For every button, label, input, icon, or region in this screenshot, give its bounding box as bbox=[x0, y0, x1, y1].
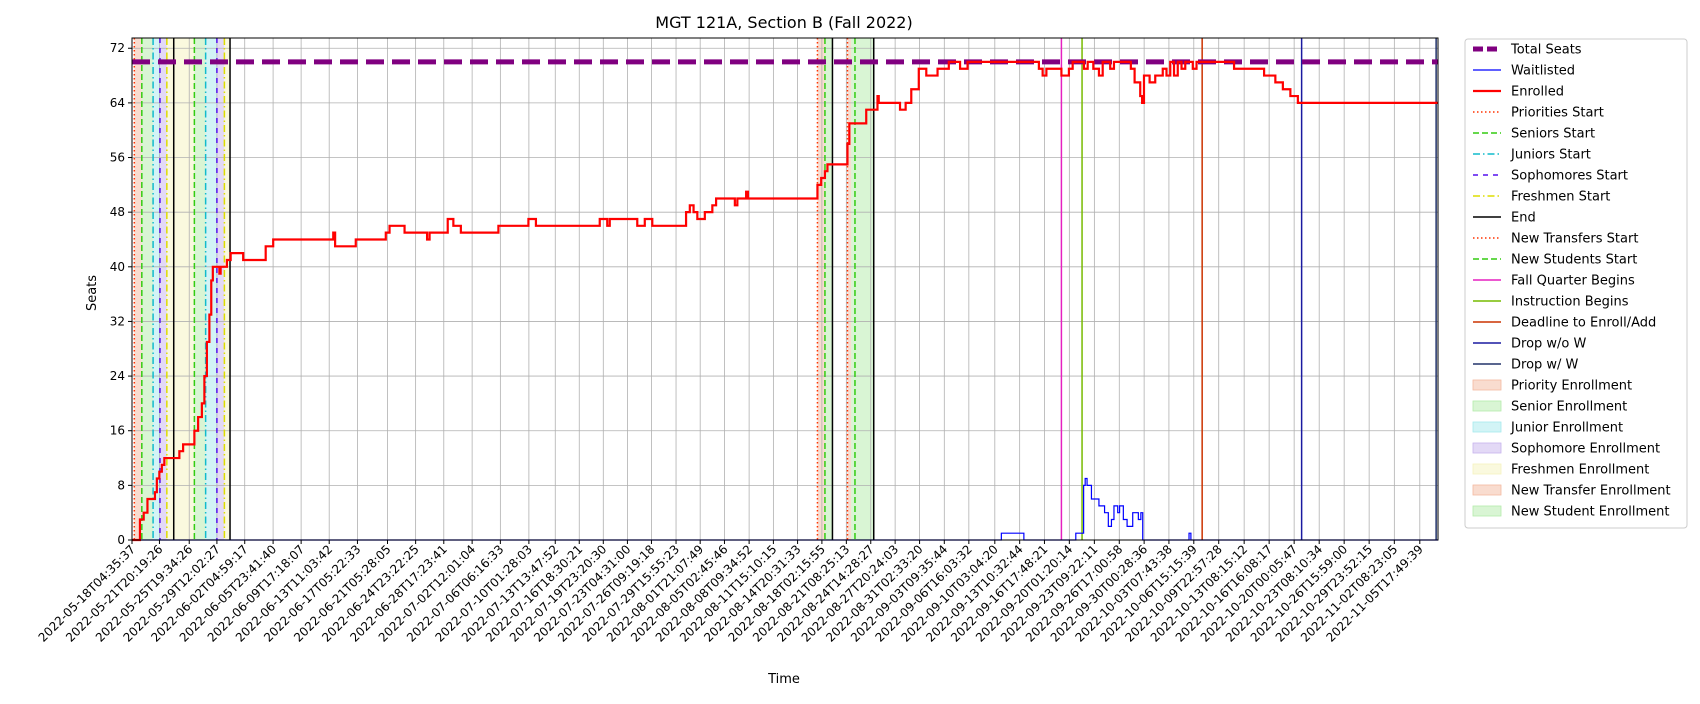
y-tick-label: 56 bbox=[110, 151, 125, 165]
y-axis-label: Seats bbox=[85, 275, 100, 311]
legend-entry-drop-w-w-label: Drop w/ W bbox=[1511, 358, 1579, 373]
y-tick-label: 64 bbox=[110, 96, 125, 110]
y-tick-label: 24 bbox=[110, 369, 125, 383]
legend-entry-new-transfer-enrollment-label: New Transfer Enrollment bbox=[1511, 484, 1671, 499]
shaded-region-new-transfer-enrollment bbox=[817, 38, 825, 540]
legend-entry-new-student-enrollment-label: New Student Enrollment bbox=[1511, 505, 1669, 520]
shaded-region-sophomore-enrollment bbox=[216, 38, 225, 540]
legend-entry-juniors-start-label: Juniors Start bbox=[1510, 148, 1591, 163]
legend-entry-senior-enrollment-swatch bbox=[1472, 400, 1502, 412]
legend-entry-junior-enrollment-label: Junior Enrollment bbox=[1510, 421, 1623, 436]
y-tick-label: 48 bbox=[110, 205, 125, 219]
legend-entry-priorities-start-label: Priorities Start bbox=[1511, 106, 1604, 121]
legend-entry-freshmen-enrollment-label: Freshmen Enrollment bbox=[1511, 463, 1649, 478]
legend-entry-priority-enrollment-swatch bbox=[1472, 379, 1502, 391]
shaded-region-new-student-enrollment bbox=[824, 38, 833, 540]
legend-entry-enrolled-label: Enrolled bbox=[1511, 85, 1564, 100]
legend-entry-drop-w-o-w-label: Drop w/o W bbox=[1511, 337, 1587, 352]
y-tick-label: 8 bbox=[117, 478, 125, 492]
legend-entry-sophomores-start-label: Sophomores Start bbox=[1511, 169, 1628, 184]
x-axis-label: Time bbox=[767, 672, 800, 687]
legend: Total Seats Waitlisted Enrolled Priorities … bbox=[1464, 38, 1688, 529]
y-tick-label: 72 bbox=[110, 41, 125, 55]
chart-title: MGT 121A, Section B (Fall 2022) bbox=[655, 13, 912, 32]
legend-entry-sophomore-enrollment-swatch bbox=[1472, 442, 1502, 454]
legend-entry-seniors-start-label: Seniors Start bbox=[1511, 127, 1595, 142]
legend-entry-total-seats-label: Total Seats bbox=[1510, 43, 1582, 58]
shaded-region-new-student-enrollment bbox=[851, 38, 874, 540]
series-enrolled-line bbox=[132, 60, 1438, 542]
legend-entry-priority-enrollment-label: Priority Enrollment bbox=[1511, 379, 1632, 394]
legend-entry-end-label: End bbox=[1511, 211, 1536, 226]
legend-entry-junior-enrollment-swatch bbox=[1472, 421, 1502, 433]
shaded-region-freshmen-enrollment bbox=[224, 38, 231, 540]
legend-entry-new-students-start-label: New Students Start bbox=[1511, 253, 1637, 268]
legend-entry-freshmen-start-label: Freshmen Start bbox=[1511, 190, 1610, 205]
legend-entry-new-transfers-start-label: New Transfers Start bbox=[1511, 232, 1638, 247]
legend-entry-instruction-begins-label: Instruction Begins bbox=[1511, 295, 1629, 310]
shaded-region-sophomore-enrollment bbox=[159, 38, 167, 540]
legend-entry-new-student-enrollment-swatch bbox=[1472, 505, 1502, 517]
shaded-region-senior-enrollment bbox=[194, 38, 206, 540]
y-tick-label: 0 bbox=[117, 533, 125, 547]
legend-entry-freshmen-enrollment-swatch bbox=[1472, 463, 1502, 475]
y-tick-label: 40 bbox=[110, 260, 125, 274]
legend-entry-fall-quarter-begins-label: Fall Quarter Begins bbox=[1511, 274, 1635, 289]
y-tick-label: 32 bbox=[110, 314, 125, 328]
legend-entry-deadline-to-enroll-add-label: Deadline to Enroll/Add bbox=[1511, 316, 1656, 331]
shaded-region-new-transfer-enrollment bbox=[847, 38, 852, 540]
shaded-region-senior-enrollment bbox=[141, 38, 154, 540]
shaded-region-priority-enrollment bbox=[134, 38, 142, 540]
legend-entry-waitlisted-label: Waitlisted bbox=[1511, 64, 1575, 79]
legend-entry-senior-enrollment-label: Senior Enrollment bbox=[1511, 400, 1627, 415]
series-waitlisted-line bbox=[132, 477, 1438, 541]
shaded-region-freshmen-enrollment bbox=[166, 38, 195, 540]
legend-entry-new-transfer-enrollment-swatch bbox=[1472, 484, 1502, 496]
plot-area: 0816243240485664722022-05-18T04:35:37202… bbox=[36, 37, 1439, 645]
y-tick-label: 16 bbox=[110, 424, 125, 438]
plot-frame bbox=[131, 37, 1439, 541]
legend-frame bbox=[1464, 38, 1688, 529]
legend-entry-sophomore-enrollment-label: Sophomore Enrollment bbox=[1511, 442, 1660, 457]
shaded-region-junior-enrollment bbox=[153, 38, 160, 540]
